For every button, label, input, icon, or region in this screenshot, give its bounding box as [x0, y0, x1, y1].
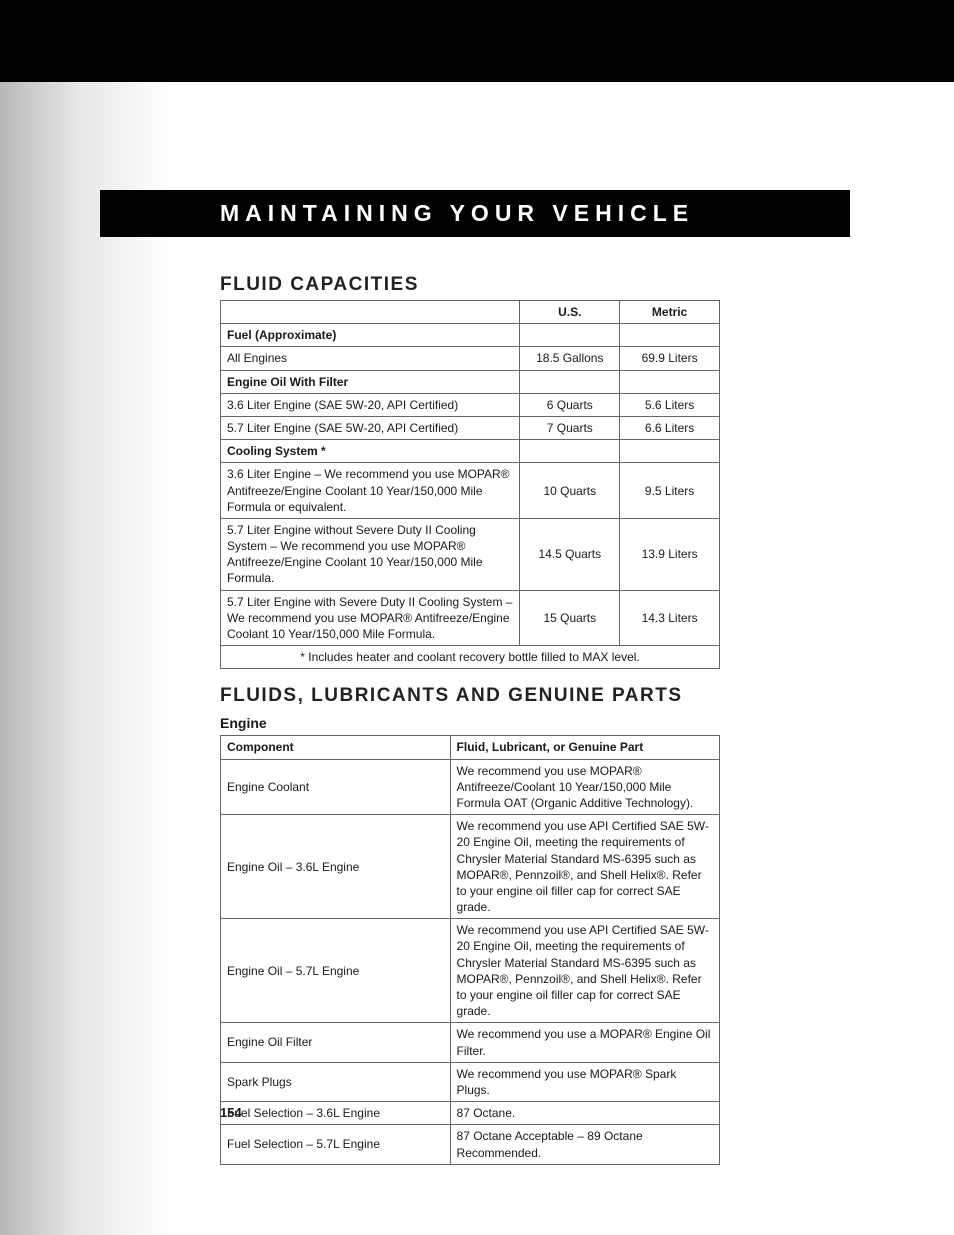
cell-component: Spark Plugs	[221, 1062, 451, 1101]
table-row: Fuel Selection – 5.7L Engine87 Octane Ac…	[221, 1125, 720, 1164]
header-metric: Metric	[620, 301, 720, 324]
cell-component: Engine Coolant	[221, 759, 451, 815]
fluid-capacities-heading: FLUID CAPACITIES	[220, 274, 720, 296]
table-row: Engine Oil With Filter	[221, 370, 720, 393]
cell-metric: 13.9 Liters	[620, 518, 720, 590]
cell-us	[520, 324, 620, 347]
cell-us: 15 Quarts	[520, 590, 620, 646]
cell-label: Fuel (Approximate)	[221, 324, 520, 347]
footnote: * Includes heater and coolant recovery b…	[221, 646, 720, 669]
table-header-row: Component Fluid, Lubricant, or Genuine P…	[221, 736, 720, 759]
cell-label: 3.6 Liter Engine – We recommend you use …	[221, 463, 520, 519]
page-root: MAINTAINING YOUR VEHICLE FLUID CAPACITIE…	[0, 0, 954, 1235]
cell-part: We recommend you use a MOPAR® Engine Oil…	[450, 1023, 719, 1062]
cell-label: 5.7 Liter Engine (SAE 5W-20, API Certifi…	[221, 416, 520, 439]
table-header-row: U.S. Metric	[221, 301, 720, 324]
content-area: FLUID CAPACITIES U.S. Metric Fuel (Appro…	[220, 258, 720, 1165]
cell-part: We recommend you use API Certified SAE 5…	[450, 919, 719, 1023]
table-footnote-row: * Includes heater and coolant recovery b…	[221, 646, 720, 669]
table-row: Engine CoolantWe recommend you use MOPAR…	[221, 759, 720, 815]
cell-metric: 5.6 Liters	[620, 393, 720, 416]
cell-metric: 14.3 Liters	[620, 590, 720, 646]
fluids-lubricants-table: Component Fluid, Lubricant, or Genuine P…	[220, 735, 720, 1164]
cell-label: 5.7 Liter Engine with Severe Duty II Coo…	[221, 590, 520, 646]
cell-label: 3.6 Liter Engine (SAE 5W-20, API Certifi…	[221, 393, 520, 416]
cell-component: Engine Oil – 5.7L Engine	[221, 919, 451, 1023]
cell-part: We recommend you use MOPAR® Antifreeze/C…	[450, 759, 719, 815]
table-row: Fuel (Approximate)	[221, 324, 720, 347]
cell-part: We recommend you use MOPAR® Spark Plugs.	[450, 1062, 719, 1101]
cell-part: 87 Octane Acceptable – 89 Octane Recomme…	[450, 1125, 719, 1164]
engine-subheading: Engine	[220, 715, 720, 731]
header-us: U.S.	[520, 301, 620, 324]
table-row: 5.7 Liter Engine (SAE 5W-20, API Certifi…	[221, 416, 720, 439]
table-row: Engine Oil FilterWe recommend you use a …	[221, 1023, 720, 1062]
table-row: Fuel Selection – 3.6L Engine87 Octane.	[221, 1102, 720, 1125]
table-row: 5.7 Liter Engine without Severe Duty II …	[221, 518, 720, 590]
fluid-capacities-table: U.S. Metric Fuel (Approximate)All Engine…	[220, 300, 720, 669]
cell-component: Fuel Selection – 3.6L Engine	[221, 1102, 451, 1125]
top-black-bar	[0, 0, 954, 82]
cell-component: Engine Oil Filter	[221, 1023, 451, 1062]
cell-part: 87 Octane.	[450, 1102, 719, 1125]
cell-metric	[620, 370, 720, 393]
cell-us: 10 Quarts	[520, 463, 620, 519]
header-part: Fluid, Lubricant, or Genuine Part	[450, 736, 719, 759]
table-row: Engine Oil – 3.6L EngineWe recommend you…	[221, 815, 720, 919]
cell-us	[520, 440, 620, 463]
cell-part: We recommend you use API Certified SAE 5…	[450, 815, 719, 919]
chapter-title-band: MAINTAINING YOUR VEHICLE	[100, 190, 850, 237]
table-row: Spark PlugsWe recommend you use MOPAR® S…	[221, 1062, 720, 1101]
cell-metric	[620, 440, 720, 463]
cell-us: 14.5 Quarts	[520, 518, 620, 590]
cell-metric: 6.6 Liters	[620, 416, 720, 439]
table-row: 5.7 Liter Engine with Severe Duty II Coo…	[221, 590, 720, 646]
cell-label: Engine Oil With Filter	[221, 370, 520, 393]
cell-metric: 9.5 Liters	[620, 463, 720, 519]
cell-metric: 69.9 Liters	[620, 347, 720, 370]
cell-label: Cooling System *	[221, 440, 520, 463]
cell-component: Engine Oil – 3.6L Engine	[221, 815, 451, 919]
cell-metric	[620, 324, 720, 347]
header-blank	[221, 301, 520, 324]
cell-label: 5.7 Liter Engine without Severe Duty II …	[221, 518, 520, 590]
cell-component: Fuel Selection – 5.7L Engine	[221, 1125, 451, 1164]
chapter-title: MAINTAINING YOUR VEHICLE	[220, 200, 694, 226]
fluids-lubricants-heading: FLUIDS, LUBRICANTS AND GENUINE PARTS	[220, 685, 720, 707]
table-row: Engine Oil – 5.7L EngineWe recommend you…	[221, 919, 720, 1023]
cell-us	[520, 370, 620, 393]
table-row: 3.6 Liter Engine (SAE 5W-20, API Certifi…	[221, 393, 720, 416]
cell-us: 18.5 Gallons	[520, 347, 620, 370]
cell-label: All Engines	[221, 347, 520, 370]
page-number: 154	[220, 1105, 242, 1120]
table-row: All Engines18.5 Gallons69.9 Liters	[221, 347, 720, 370]
table-row: Cooling System *	[221, 440, 720, 463]
table-row: 3.6 Liter Engine – We recommend you use …	[221, 463, 720, 519]
cell-us: 7 Quarts	[520, 416, 620, 439]
header-component: Component	[221, 736, 451, 759]
cell-us: 6 Quarts	[520, 393, 620, 416]
